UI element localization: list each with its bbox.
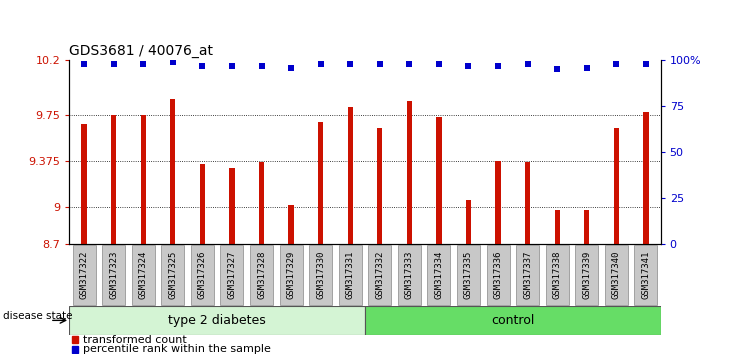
Bar (347, 107, 353, 244)
Text: GSM317332: GSM317332 (375, 251, 384, 299)
Bar (545, 246, 569, 305)
Bar (309, 246, 332, 305)
Text: GSM317341: GSM317341 (642, 251, 650, 299)
Bar (69, 306, 365, 335)
Bar (131, 246, 155, 305)
Text: GSM317337: GSM317337 (523, 251, 532, 299)
Text: GSM317322: GSM317322 (80, 251, 88, 299)
Bar (191, 246, 214, 305)
Bar (229, 168, 234, 244)
Bar (288, 205, 293, 244)
Text: GSM317329: GSM317329 (287, 251, 296, 299)
Bar (250, 246, 273, 305)
Bar (575, 246, 599, 305)
Bar (516, 246, 539, 305)
Text: GSM317339: GSM317339 (583, 251, 591, 299)
Bar (614, 128, 619, 244)
Text: GSM317327: GSM317327 (228, 251, 237, 299)
Text: GSM317336: GSM317336 (493, 251, 502, 299)
Bar (496, 161, 501, 244)
Bar (437, 116, 442, 244)
Text: GSM317334: GSM317334 (434, 251, 443, 299)
Bar (318, 121, 323, 244)
Bar (604, 246, 628, 305)
Text: type 2 diabetes: type 2 diabetes (169, 314, 266, 327)
Text: GSM317326: GSM317326 (198, 251, 207, 299)
Text: disease state: disease state (4, 311, 73, 321)
Bar (259, 162, 264, 244)
Bar (643, 112, 648, 244)
Bar (634, 246, 658, 305)
Bar (141, 115, 146, 244)
Text: GSM317335: GSM317335 (464, 251, 473, 299)
Bar (161, 246, 185, 305)
Bar (377, 128, 383, 244)
Bar (111, 115, 116, 244)
Bar (466, 200, 471, 244)
Text: GSM317323: GSM317323 (110, 251, 118, 299)
Bar (72, 346, 77, 353)
Bar (200, 165, 205, 244)
Text: control: control (491, 314, 534, 327)
Bar (486, 246, 510, 305)
Text: GSM317325: GSM317325 (169, 251, 177, 299)
Bar (339, 246, 362, 305)
Bar (398, 246, 421, 305)
Bar (170, 99, 175, 244)
Bar (82, 124, 87, 244)
Text: GSM317331: GSM317331 (346, 251, 355, 299)
Text: GSM317340: GSM317340 (612, 251, 620, 299)
Bar (72, 336, 77, 343)
Text: transformed count: transformed count (82, 335, 186, 344)
Text: GSM317333: GSM317333 (405, 251, 414, 299)
Text: percentile rank within the sample: percentile rank within the sample (82, 344, 271, 354)
Text: GSM317328: GSM317328 (257, 251, 266, 299)
Bar (365, 306, 661, 335)
Bar (102, 246, 126, 305)
Text: GDS3681 / 40076_at: GDS3681 / 40076_at (69, 44, 213, 58)
Bar (368, 246, 391, 305)
Bar (427, 246, 450, 305)
Bar (584, 210, 589, 244)
Bar (457, 246, 480, 305)
Bar (72, 246, 96, 305)
Bar (220, 246, 244, 305)
Text: GSM317324: GSM317324 (139, 251, 147, 299)
Bar (555, 210, 560, 244)
Text: GSM317330: GSM317330 (316, 251, 325, 299)
Bar (407, 101, 412, 244)
Bar (280, 246, 303, 305)
Bar (525, 162, 530, 244)
Text: GSM317338: GSM317338 (553, 251, 561, 299)
